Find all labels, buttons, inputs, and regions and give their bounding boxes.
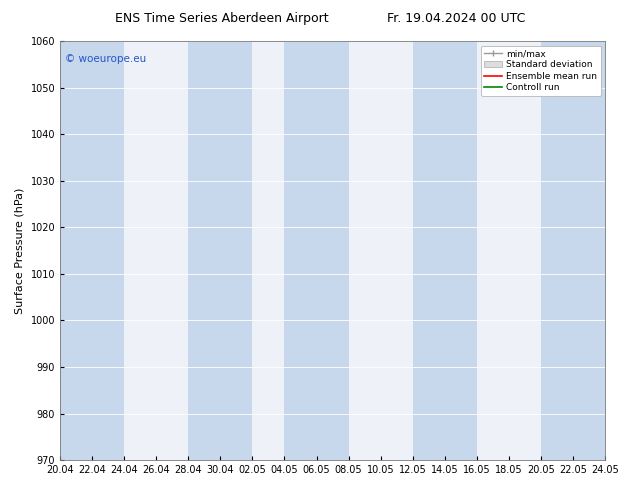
Bar (413, 41, 477, 460)
Bar (285, 41, 349, 460)
Bar (188, 41, 252, 460)
Text: © woeurope.eu: © woeurope.eu (65, 53, 146, 64)
Text: Fr. 19.04.2024 00 UTC: Fr. 19.04.2024 00 UTC (387, 12, 526, 25)
Bar (541, 41, 605, 460)
Legend: min/max, Standard deviation, Ensemble mean run, Controll run: min/max, Standard deviation, Ensemble me… (481, 46, 600, 96)
Bar (60, 41, 124, 460)
Text: ENS Time Series Aberdeen Airport: ENS Time Series Aberdeen Airport (115, 12, 328, 25)
Y-axis label: Surface Pressure (hPa): Surface Pressure (hPa) (15, 187, 25, 314)
